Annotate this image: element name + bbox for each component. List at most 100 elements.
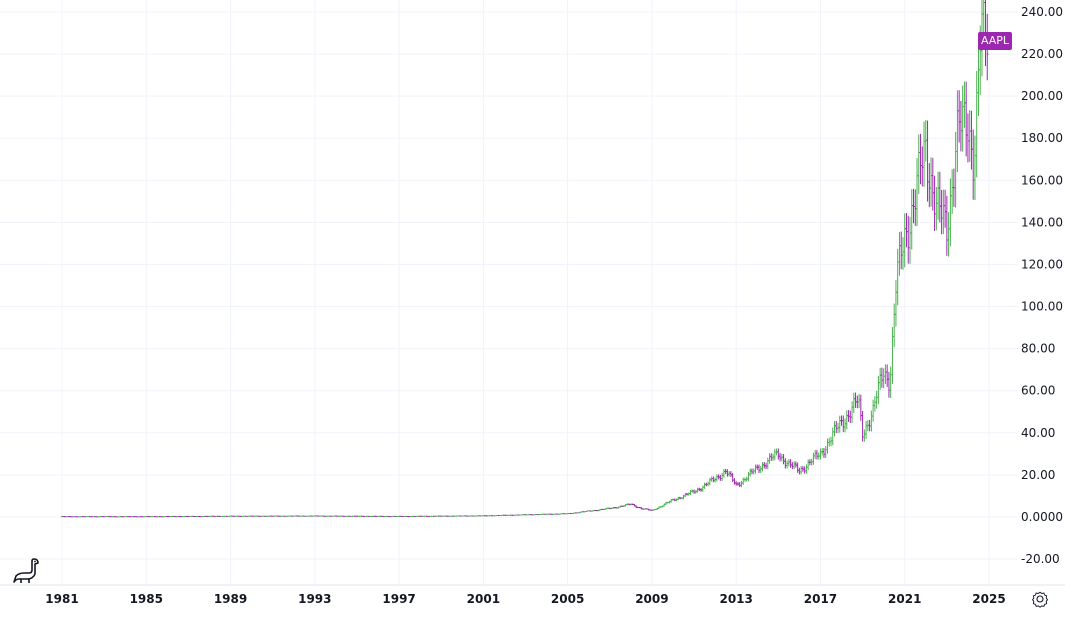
y-tick-label: 80.00 — [1021, 342, 1055, 356]
y-tick-label: 60.00 — [1021, 384, 1055, 398]
ohlc-bar — [703, 482, 706, 489]
ohlc-bar — [819, 448, 822, 460]
ohlc-bar — [968, 110, 971, 162]
x-tick-label: 2017 — [804, 592, 837, 606]
settings-gear-icon[interactable] — [1030, 589, 1050, 609]
ohlc-bar — [915, 158, 919, 227]
ohlc-bar — [926, 120, 929, 202]
ohlc-bar — [964, 81, 968, 157]
ohlc-bar — [870, 410, 873, 432]
ohlc-bar — [950, 169, 954, 214]
x-tick-label: 1997 — [382, 592, 415, 606]
x-tick-label: 2001 — [467, 592, 500, 606]
ohlc-bar — [715, 474, 719, 482]
ohlc-bar — [845, 410, 848, 430]
ohlc-bar — [922, 121, 926, 187]
ohlc-bar — [784, 458, 787, 469]
ohlc-bar — [794, 461, 798, 468]
ohlc-bar — [947, 212, 950, 257]
ohlc-bar — [791, 462, 794, 470]
ohlc-bar — [873, 396, 877, 412]
ohlc-bar — [854, 392, 857, 408]
ohlc-bar — [677, 496, 680, 501]
ohlc-bar — [859, 394, 863, 421]
ohlc-bar — [731, 472, 734, 483]
ohlc-bar — [878, 367, 882, 390]
ohlc-bar — [929, 157, 933, 207]
ohlc-bar — [949, 178, 952, 247]
ohlc-bar — [892, 303, 896, 348]
ohlc-bar — [857, 394, 861, 408]
ohlc-bar — [727, 470, 731, 477]
ohlc-bar — [843, 418, 847, 433]
ohlc-bar — [792, 461, 796, 470]
ohlc-bar — [863, 429, 866, 442]
ohlc-bar — [805, 464, 808, 474]
x-tick-label: 2013 — [719, 592, 752, 606]
x-tick-label: 1981 — [45, 592, 78, 606]
ohlc-bar — [850, 401, 854, 424]
ohlc-bar — [907, 215, 910, 264]
ohlc-bar — [712, 476, 715, 483]
ohlc-bar — [894, 280, 898, 327]
ohlc-bar — [812, 452, 815, 465]
ohlc-bar — [973, 135, 977, 201]
ohlc-bar — [719, 474, 722, 481]
ohlc-bar — [799, 465, 803, 475]
ohlc-bar — [789, 459, 792, 468]
ohlc-bar — [942, 189, 945, 235]
y-tick-label: 200.00 — [1021, 89, 1063, 103]
ohlc-bar — [813, 449, 817, 460]
ohlc-bar — [957, 90, 961, 143]
ohlc-bar — [752, 468, 755, 475]
ohlc-bar — [838, 415, 841, 433]
ohlc-bar — [971, 129, 975, 200]
ohlc-bar — [815, 449, 819, 460]
y-tick-label: -20.00 — [1021, 552, 1060, 566]
y-tick-label: 0.0000 — [1021, 510, 1063, 524]
ohlc-bar — [910, 189, 913, 250]
ohlc-bar — [898, 232, 901, 276]
ohlc-bar — [710, 476, 713, 482]
ohlc-bar — [740, 481, 743, 488]
ohlc-bar — [747, 471, 750, 482]
ohlc-bar — [877, 375, 880, 405]
y-tick-label: 220.00 — [1021, 47, 1063, 61]
ohlc-bar — [684, 492, 687, 498]
ohlc-bar — [833, 421, 836, 437]
ohlc-bar — [796, 462, 799, 473]
ohlc-bar — [896, 249, 899, 306]
x-tick-label: 2005 — [551, 592, 584, 606]
ohlc-bars — [60, 0, 989, 518]
y-tick-label: 20.00 — [1021, 468, 1055, 482]
ohlc-bar — [936, 171, 940, 220]
ohlc-bar — [880, 367, 884, 388]
ohlc-bar — [835, 421, 838, 434]
y-tick-label: 120.00 — [1021, 257, 1063, 271]
ohlc-bar — [803, 466, 806, 474]
ohlc-bar — [720, 472, 724, 481]
ohlc-bar — [822, 448, 826, 459]
ohlc-bar — [889, 366, 892, 399]
ohlc-bar — [798, 467, 801, 475]
ohlc-bar — [908, 216, 912, 264]
ohlc-bar — [750, 468, 754, 475]
dinosaur-logo-icon — [13, 558, 39, 583]
ohlc-bar — [956, 90, 959, 172]
ohlc-bar — [754, 464, 757, 474]
y-tick-label: 240.00 — [1021, 5, 1063, 19]
ohlc-bar — [875, 390, 878, 409]
y-tick-label: 100.00 — [1021, 300, 1063, 314]
ohlc-bar — [722, 468, 726, 478]
ohlc-bar — [975, 70, 978, 178]
x-tick-label: 2025 — [972, 592, 1005, 606]
y-tick-label: 140.00 — [1021, 215, 1063, 229]
x-tick-label: 1989 — [214, 592, 247, 606]
ohlc-bar — [871, 399, 875, 422]
ohlc-bar — [778, 452, 782, 462]
x-tick-label: 2021 — [888, 592, 921, 606]
ohlc-bar — [759, 465, 762, 474]
ohlc-bar — [928, 163, 931, 208]
ohlc-bar — [734, 481, 738, 486]
